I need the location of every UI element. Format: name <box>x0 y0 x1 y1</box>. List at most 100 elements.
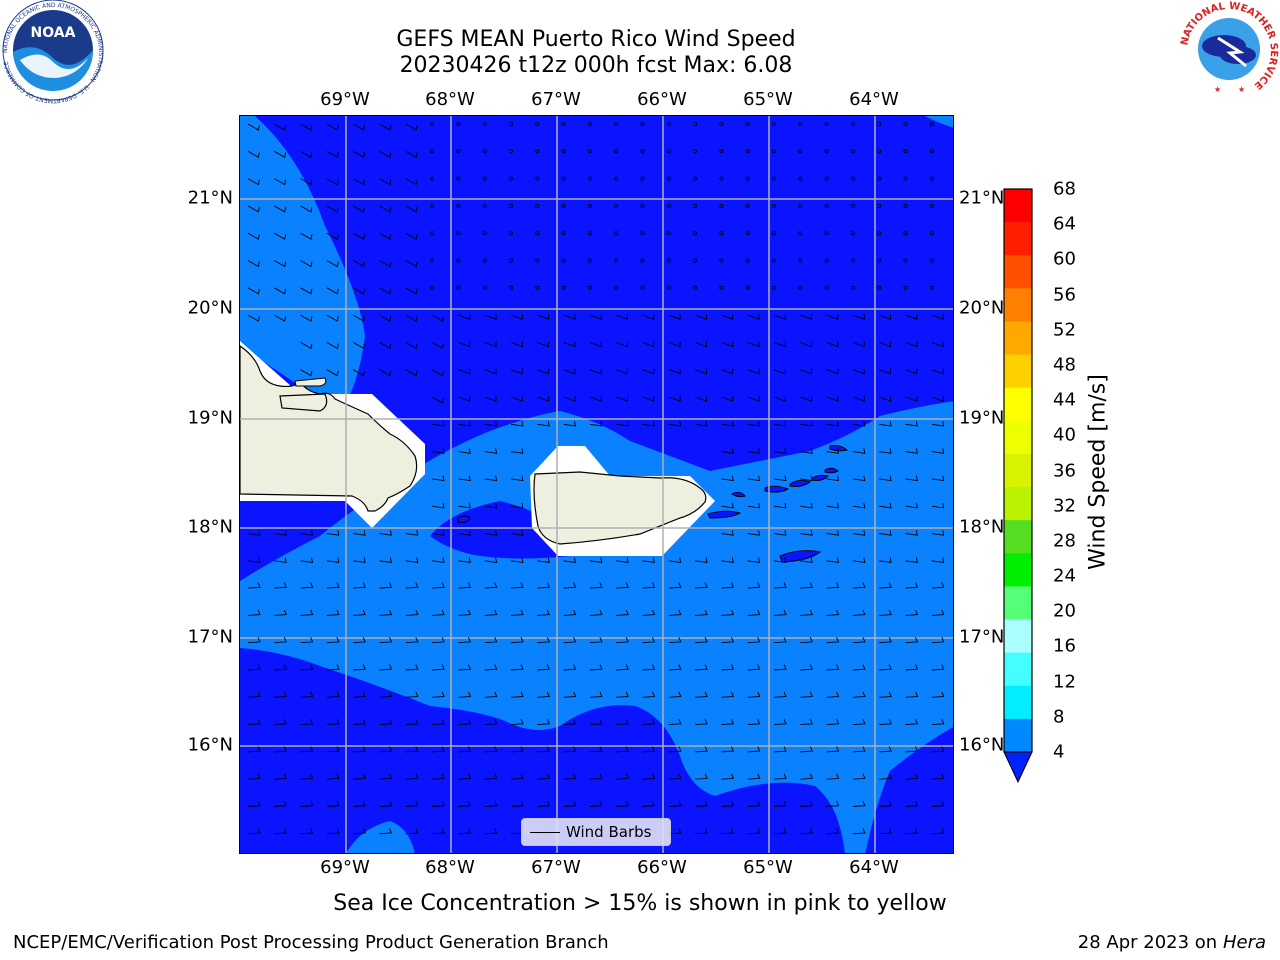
wind-barb <box>721 609 735 616</box>
wind-barb <box>484 719 498 726</box>
wind-barb <box>589 396 602 402</box>
colorbar-tick-label: 40 <box>1053 424 1076 446</box>
wind-barb <box>300 773 314 780</box>
wind-barb <box>537 664 550 671</box>
wind-barb <box>247 719 261 726</box>
wind-barb <box>510 746 524 753</box>
wind-barb <box>721 773 735 780</box>
sea-ice-note: Sea Ice Concentration > 15% is shown in … <box>333 891 947 916</box>
wind-barb-calm <box>745 258 750 263</box>
wind-barb <box>458 557 471 564</box>
wind-barb <box>353 773 366 780</box>
wind-barb <box>616 664 629 671</box>
wind-barb <box>773 691 787 698</box>
wind-barb-calm <box>482 122 487 127</box>
wind-barb <box>747 691 761 698</box>
wind-barb <box>747 502 761 509</box>
wind-barb <box>510 637 524 644</box>
wind-barb-calm <box>798 176 803 181</box>
wind-barb <box>905 557 918 564</box>
lon-tick-top-69: 69°W <box>320 89 370 110</box>
wind-barb <box>747 773 761 780</box>
wind-barb <box>695 719 708 726</box>
wind-barb <box>852 828 866 835</box>
wind-barb <box>563 746 577 753</box>
wind-barb-calm <box>824 258 829 263</box>
wind-barb-calm <box>798 203 803 208</box>
wind-barb <box>931 773 945 780</box>
wind-barb <box>510 475 524 482</box>
wind-barb <box>353 557 366 564</box>
wind-barb-calm <box>719 231 724 236</box>
wind-barb <box>458 828 472 835</box>
wind-barb-calm <box>587 176 592 181</box>
wind-barb <box>458 746 472 753</box>
wind-barb <box>879 664 892 671</box>
wind-barb <box>458 475 471 482</box>
wind-barb-calm <box>587 231 592 236</box>
wind-barb <box>695 582 708 589</box>
wind-barb <box>931 475 945 482</box>
wind-barb-calm <box>824 285 829 290</box>
wind-barb <box>931 582 945 589</box>
wind-barb <box>852 475 866 482</box>
wind-barb <box>458 502 471 509</box>
wind-barb <box>300 123 313 131</box>
wind-barb <box>405 557 419 564</box>
wind-barb <box>510 502 524 509</box>
wind-barb <box>905 475 918 482</box>
colorbar-segment <box>1004 222 1032 256</box>
wind-barb <box>668 773 682 780</box>
land-mona-island <box>457 515 471 523</box>
wind-barb <box>879 314 892 320</box>
wind-barb-calm <box>666 258 671 263</box>
wind-barb <box>484 800 498 807</box>
wind-barb-calm <box>482 176 487 181</box>
colorbar-segment <box>1004 255 1032 289</box>
wind-barb <box>300 342 313 350</box>
wind-barb <box>326 369 339 377</box>
wind-barb <box>458 637 472 644</box>
wind-barb <box>326 719 340 726</box>
wind-barb <box>537 800 550 807</box>
wind-barb <box>826 475 840 482</box>
wind-barb-calm <box>535 176 540 181</box>
lon-tick-top-67: 67°W <box>531 89 581 110</box>
wind-barb <box>931 396 944 402</box>
wind-barb <box>642 368 655 375</box>
wind-barb-calm <box>640 203 645 208</box>
wind-barb-calm <box>719 176 724 181</box>
wind-barb <box>405 178 418 186</box>
wind-barb <box>563 582 577 589</box>
wind-barb <box>247 232 260 240</box>
wind-barb <box>300 178 313 186</box>
wind-barb-legend-line <box>530 832 560 833</box>
wind-barb <box>537 368 550 375</box>
wind-barb <box>879 448 892 454</box>
wind-barb <box>747 530 761 536</box>
lat-tick-left-19: 19°N <box>187 407 233 429</box>
wind-barb <box>247 123 260 131</box>
wind-barb <box>668 557 682 564</box>
wind-barb-calm <box>824 122 829 127</box>
wind-barb <box>405 773 419 780</box>
wind-barb <box>537 746 550 753</box>
footer-date-text: 28 Apr 2023 on <box>1077 932 1223 953</box>
wind-barb <box>694 314 707 320</box>
wind-barb <box>773 800 787 807</box>
wind-barb <box>852 582 866 589</box>
wind-barb <box>642 800 656 807</box>
colorbar-tick-label: 24 <box>1053 565 1076 587</box>
wind-barb <box>721 530 734 536</box>
lat-tick-left-17: 17°N <box>187 626 233 648</box>
wind-barb <box>879 800 892 807</box>
wind-barb <box>616 396 629 402</box>
wind-barb <box>563 314 576 320</box>
lon-tick-top-66: 66°W <box>637 89 687 110</box>
wind-barb <box>510 719 524 726</box>
wind-barb <box>642 582 656 589</box>
wind-barb-calm <box>745 176 750 181</box>
land-st-croix <box>779 550 822 563</box>
wind-barb <box>721 719 735 726</box>
light-blue-region-south <box>240 401 953 853</box>
